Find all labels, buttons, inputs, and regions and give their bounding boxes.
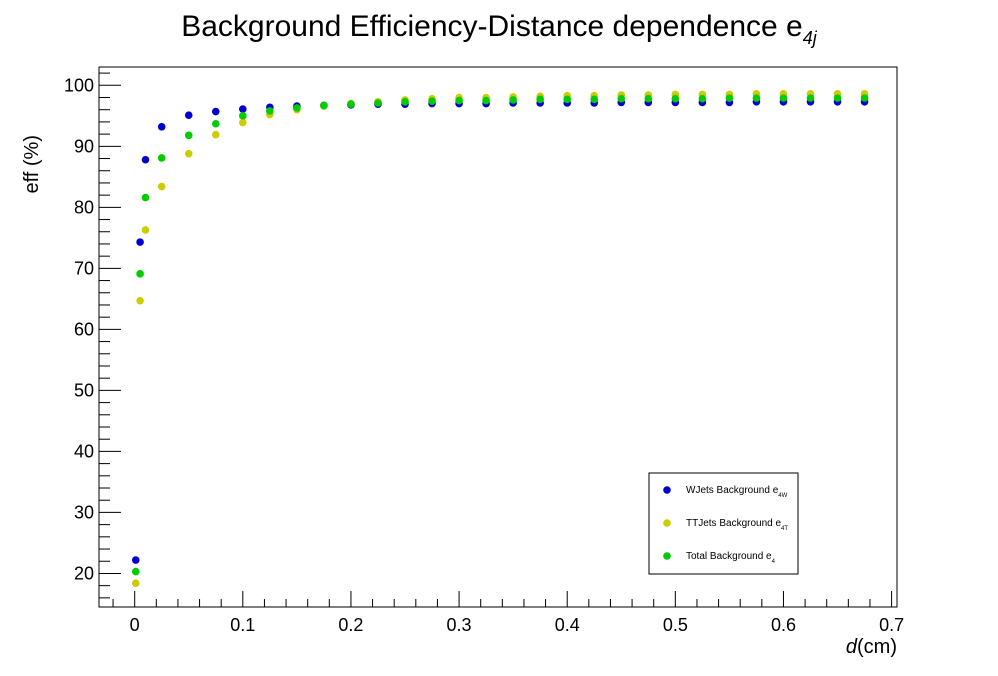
data-point: [131, 556, 140, 564]
x-tick-label: 0.4: [555, 615, 580, 635]
data-point: [536, 95, 544, 104]
data-point: [779, 94, 788, 102]
y-tick-label: 60: [74, 319, 94, 339]
data-point: [211, 107, 220, 116]
data-point: [644, 94, 653, 103]
x-axis-label: d(cm): [846, 636, 897, 658]
data-point: [211, 130, 220, 139]
y-tick-label: 70: [74, 258, 94, 278]
x-axis-label-var: d: [846, 636, 858, 658]
legend-box: [648, 472, 799, 575]
x-axis-label-unit: (cm): [857, 636, 897, 658]
data-point: [131, 567, 140, 576]
chart-title: Background Efficiency-Distance dependenc…: [181, 10, 818, 48]
legend-label: TTJets Background e4T: [686, 518, 788, 532]
legend-marker: [663, 486, 671, 494]
data-point: [401, 97, 409, 106]
chart-title-main: Background Efficiency-Distance dependenc…: [181, 10, 803, 43]
data-point: [347, 100, 355, 109]
x-tick-label: 0.6: [771, 615, 796, 635]
data-point: [184, 149, 193, 158]
data-point: [157, 182, 166, 191]
y-tick-label: 100: [64, 75, 94, 95]
data-point: [136, 270, 144, 278]
y-tick-label: 30: [74, 502, 94, 522]
x-axis: 0 0.1 0.2 0.3 0.4 0.5 0.6 0.7: [112, 591, 904, 635]
data-point: [131, 579, 140, 588]
x-tick-label: 0.7: [879, 615, 904, 635]
y-tick-label: 90: [74, 136, 94, 156]
data-point: [671, 94, 680, 103]
legend-marker: [663, 519, 671, 527]
data-point: [617, 94, 626, 103]
data-point: [239, 118, 247, 127]
data-point: [563, 95, 572, 104]
data-point: [136, 238, 144, 246]
legend-label: WJets Background e4W: [686, 485, 788, 499]
y-axis: 20 30 40 50 60 70 80 90 100: [64, 72, 121, 599]
y-tick-label: 20: [74, 563, 94, 583]
data-point: [509, 96, 517, 104]
legend-label-main: WJets Background e: [686, 485, 779, 496]
data-point: [320, 101, 328, 110]
series-layer: [131, 90, 869, 588]
data-point: [141, 193, 150, 202]
x-tick-label: 0.2: [338, 615, 363, 635]
legend-label-main: TTJets Background e: [686, 518, 781, 529]
x-tick-label: 0.5: [663, 615, 688, 635]
data-point: [590, 95, 599, 104]
y-tick-label: 40: [74, 441, 94, 461]
legend-label-subscript: 4T: [781, 526, 788, 532]
data-point: [211, 119, 220, 128]
data-point: [833, 94, 842, 102]
data-point: [239, 105, 247, 113]
data-point: [725, 94, 734, 102]
series-3: [131, 94, 869, 576]
data-point: [428, 97, 436, 105]
data-point: [184, 111, 193, 120]
data-point: [698, 94, 707, 103]
legend-label: Total Background e4: [686, 551, 776, 565]
data-point: [157, 154, 166, 162]
legend-label-subscript: 4W: [778, 493, 787, 499]
data-point: [482, 96, 490, 105]
data-point: [157, 122, 166, 131]
data-point: [860, 94, 869, 102]
y-axis-label: eff (%): [21, 135, 43, 194]
y-tick-label: 80: [74, 197, 94, 217]
data-point: [184, 131, 193, 140]
data-point: [293, 104, 301, 112]
data-point: [136, 296, 144, 305]
legend-marker: [663, 552, 671, 560]
data-point: [141, 226, 150, 234]
data-point: [806, 94, 815, 102]
data-point: [455, 96, 463, 105]
data-point: [239, 112, 247, 120]
x-tick-label: 0.1: [230, 615, 255, 635]
y-tick-label: 50: [74, 380, 94, 400]
chart-title-subscript: 4j: [803, 28, 818, 48]
data-point: [141, 155, 150, 164]
data-point: [374, 99, 382, 107]
x-tick-label: 0.3: [447, 615, 472, 635]
data-point: [266, 107, 274, 115]
legend-label-main: Total Background e: [686, 551, 772, 562]
x-tick-label: 0: [130, 615, 140, 635]
legend-label-subscript: 4: [772, 559, 776, 565]
data-point: [752, 94, 761, 102]
